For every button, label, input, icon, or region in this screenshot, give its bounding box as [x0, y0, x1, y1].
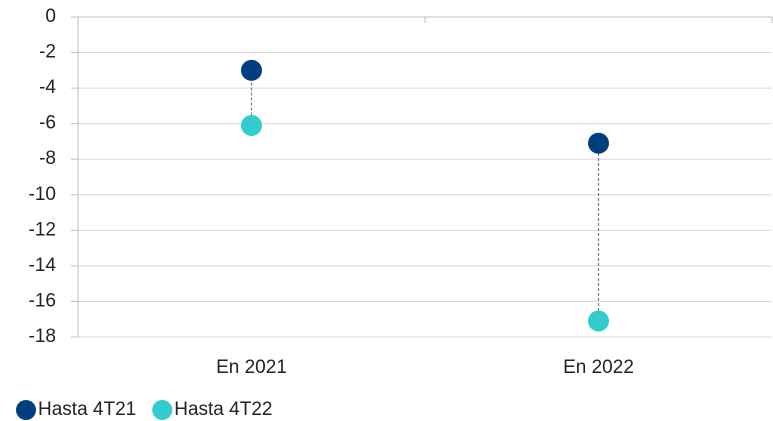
dot — [241, 59, 262, 81]
y-tick-label: -14 — [29, 255, 57, 276]
dot — [588, 132, 609, 154]
y-tick-label: 0 — [45, 6, 56, 27]
y-tick-label: -4 — [39, 77, 56, 98]
legend-label: Hasta 4T21 — [38, 399, 136, 420]
legend-label: Hasta 4T22 — [174, 399, 272, 420]
x-tick-label: En 2021 — [216, 357, 287, 378]
legend-marker — [16, 400, 36, 420]
y-tick-label: -10 — [29, 184, 56, 205]
y-tick-label: -12 — [29, 219, 56, 240]
y-tick-label: -6 — [39, 113, 56, 134]
legend-marker — [152, 400, 173, 420]
y-tick-label: -18 — [29, 326, 56, 347]
dot — [241, 114, 262, 136]
y-tick-label: -2 — [39, 42, 56, 63]
x-tick-label: En 2022 — [563, 357, 634, 378]
y-tick-label: -16 — [29, 290, 56, 311]
dot — [588, 310, 609, 332]
y-tick-label: -8 — [39, 148, 56, 169]
